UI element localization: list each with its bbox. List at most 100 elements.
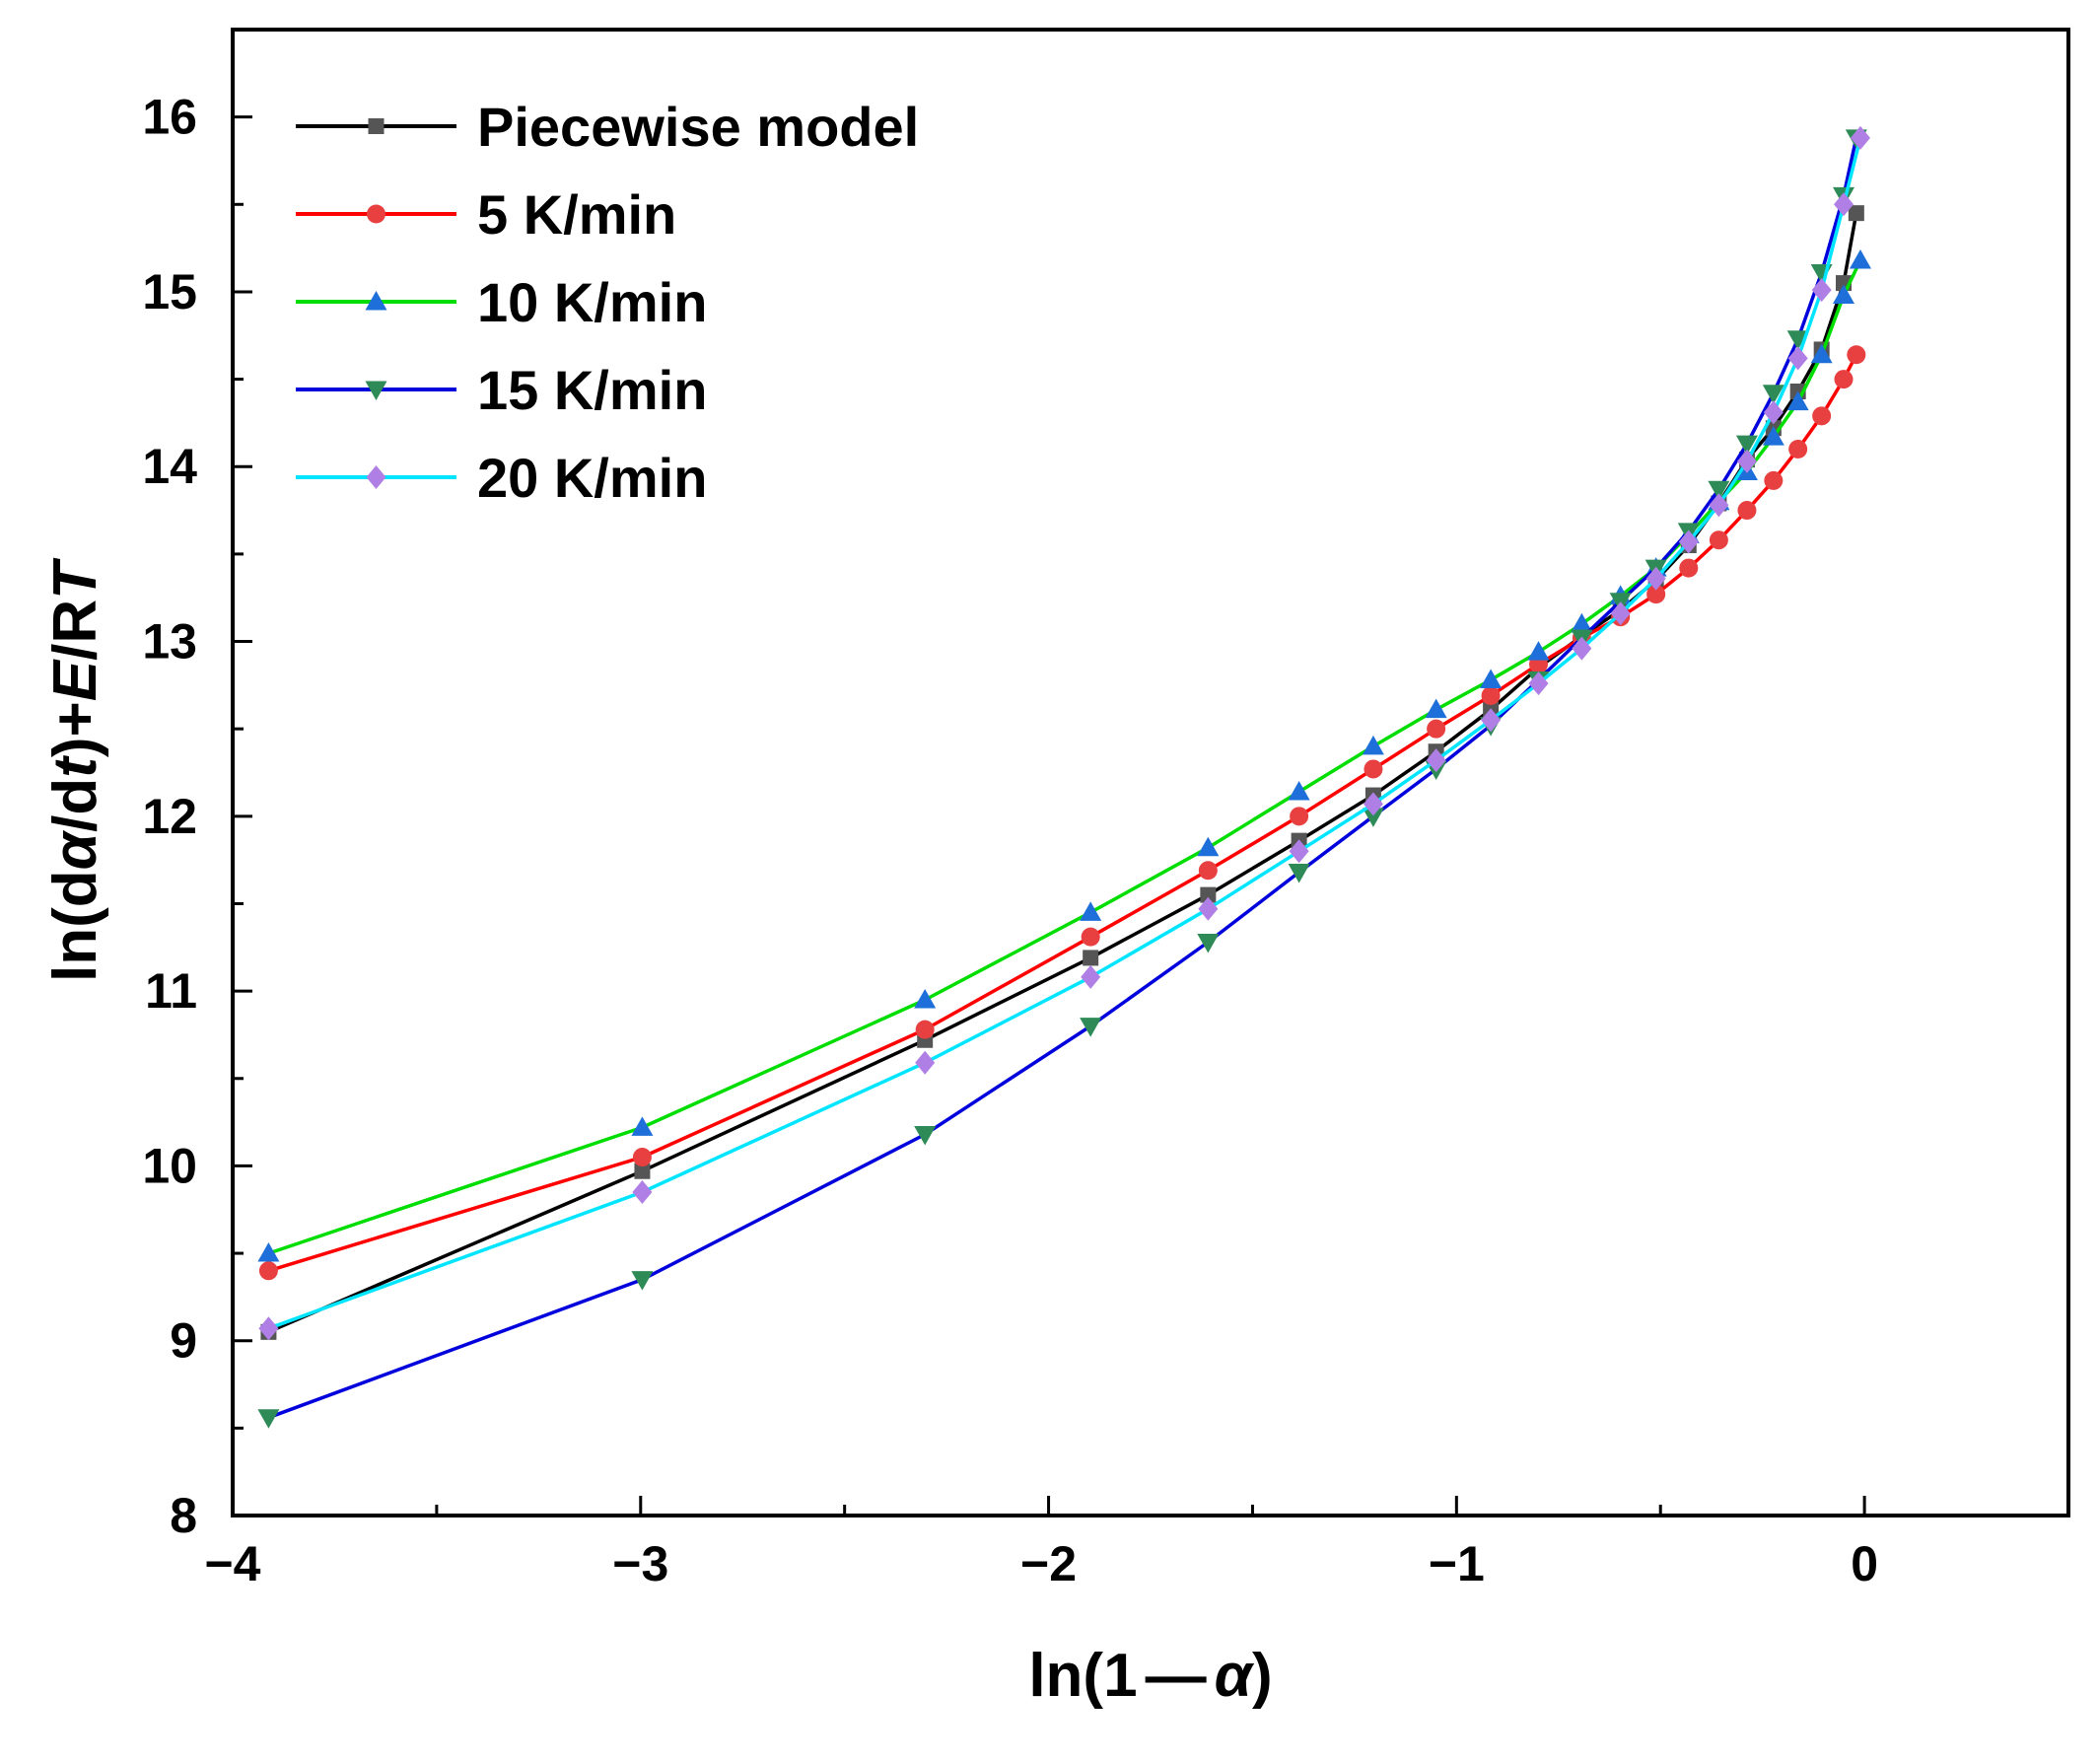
data-point xyxy=(1850,125,1870,150)
data-point xyxy=(1812,406,1832,426)
data-point xyxy=(914,988,937,1009)
data-point xyxy=(1833,284,1855,304)
y-tick-label: 8 xyxy=(170,1488,197,1543)
data-point xyxy=(1762,426,1784,446)
data-point xyxy=(1679,558,1699,578)
series-4 xyxy=(258,125,1870,1341)
legend-label: Piecewise model xyxy=(477,96,919,158)
data-point xyxy=(1197,933,1220,953)
legend-label: 5 K/min xyxy=(477,183,676,246)
data-point xyxy=(1481,685,1501,705)
data-point xyxy=(258,1316,279,1341)
data-point xyxy=(1571,612,1593,633)
y-tick-label: 10 xyxy=(142,1138,197,1193)
data-point xyxy=(1288,781,1310,801)
legend-label: 15 K/min xyxy=(477,359,707,421)
data-point xyxy=(1198,861,1218,881)
legend-marker xyxy=(366,465,386,489)
data-point xyxy=(1425,698,1447,719)
data-point xyxy=(914,1125,937,1146)
data-point xyxy=(1080,1018,1102,1037)
data-point xyxy=(1786,330,1809,350)
data-point xyxy=(1197,836,1220,857)
x-axis-ticks: −4 −3 −2 −1 0 xyxy=(204,1496,1878,1591)
x-tick-label: −1 xyxy=(1429,1536,1485,1591)
legend-marker xyxy=(367,204,385,224)
legend-marker xyxy=(368,118,385,134)
data-point xyxy=(915,1020,935,1039)
legend-label: 20 K/min xyxy=(477,447,707,509)
data-point xyxy=(1849,249,1871,269)
data-point xyxy=(1362,735,1384,755)
data-point xyxy=(1645,566,1666,591)
data-point xyxy=(915,1050,936,1075)
y-axis-title: ln(dα/dt)+E/RT xyxy=(41,557,109,982)
data-point xyxy=(1610,601,1631,626)
data-point xyxy=(1786,390,1809,411)
data-point xyxy=(1288,864,1310,883)
x-tick-label: 0 xyxy=(1851,1536,1878,1591)
data-point xyxy=(634,1163,651,1179)
data-point xyxy=(632,1148,652,1167)
data-point xyxy=(258,1261,278,1281)
y-tick-label: 9 xyxy=(170,1313,197,1369)
data-point xyxy=(1811,278,1832,303)
legend-marker xyxy=(365,291,387,311)
data-point xyxy=(1572,636,1592,661)
y-tick-label: 12 xyxy=(142,789,197,844)
data-point xyxy=(1081,927,1100,947)
data-point xyxy=(631,1271,654,1291)
data-point xyxy=(1735,435,1758,456)
data-point xyxy=(1810,343,1833,364)
y-tick-label: 14 xyxy=(142,439,197,494)
data-point xyxy=(1787,346,1808,371)
data-point xyxy=(1480,669,1503,689)
x-axis-title: ln(1— α) xyxy=(1028,1642,1272,1710)
data-point xyxy=(1709,530,1728,550)
data-point xyxy=(632,1180,653,1205)
data-point xyxy=(1764,470,1784,490)
plot-frame xyxy=(231,28,2070,1517)
series-2 xyxy=(257,249,1871,1262)
data-point xyxy=(1080,901,1102,921)
legend-item: 10 K/min xyxy=(296,271,707,333)
data-point xyxy=(1364,759,1383,779)
data-point xyxy=(1848,205,1864,222)
y-axis-ticks: 8 9 10 11 12 13 14 15 16 xyxy=(142,90,252,1543)
data-point xyxy=(631,1116,654,1136)
data-point xyxy=(1762,385,1784,404)
legend-label: 10 K/min xyxy=(477,271,707,333)
data-point xyxy=(1081,964,1101,989)
data-point xyxy=(1763,400,1784,425)
data-point xyxy=(1736,449,1757,473)
data-point xyxy=(257,1242,280,1262)
data-point xyxy=(1427,719,1446,739)
y-tick-label: 15 xyxy=(142,264,197,319)
x-tick-label: −2 xyxy=(1020,1536,1077,1591)
legend-marker xyxy=(365,381,387,400)
y-tick-label: 16 xyxy=(142,90,197,145)
data-point xyxy=(1198,896,1219,921)
y-tick-label: 13 xyxy=(142,614,197,670)
data-point xyxy=(1528,671,1549,696)
data-point xyxy=(1646,585,1666,604)
data-point xyxy=(1788,440,1808,459)
data-point xyxy=(1481,708,1502,733)
x-tick-label: −4 xyxy=(204,1536,260,1591)
data-point xyxy=(1708,480,1730,501)
data-point xyxy=(1200,886,1217,903)
x-tick-label: −3 xyxy=(612,1536,668,1591)
data-point xyxy=(1362,808,1384,827)
data-point xyxy=(1289,839,1309,864)
data-point xyxy=(1527,641,1550,661)
legend-item: 5 K/min xyxy=(296,183,676,246)
y-tick-label: 11 xyxy=(145,963,197,1019)
data-series xyxy=(257,125,1871,1429)
data-point xyxy=(1709,493,1729,518)
data-point xyxy=(1083,950,1099,966)
data-point xyxy=(1290,807,1309,826)
legend-item: Piecewise model xyxy=(296,96,919,158)
legend-item: 20 K/min xyxy=(296,447,707,509)
